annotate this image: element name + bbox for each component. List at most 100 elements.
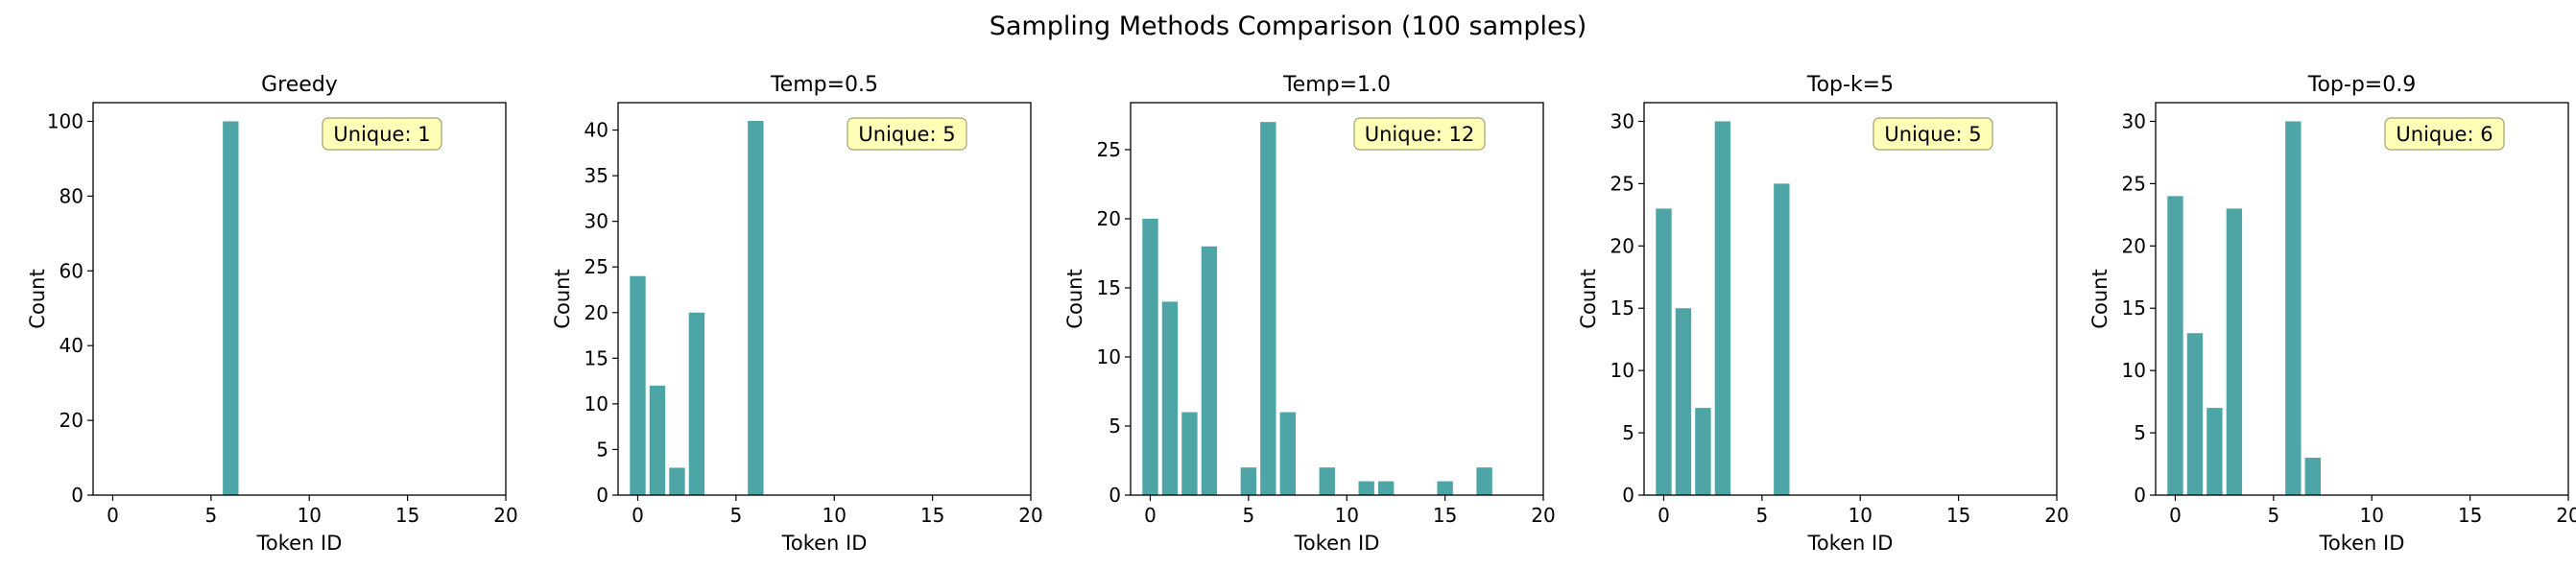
y-tick-label: 0 (1109, 484, 1121, 507)
x-tick-label: 20 (2556, 504, 2576, 527)
y-tick-label: 60 (60, 259, 83, 282)
annotation-text: Unique: 6 (2396, 123, 2493, 146)
y-tick-label: 15 (2122, 296, 2146, 320)
bar-token-1 (2187, 333, 2203, 495)
y-tick-label: 10 (2122, 359, 2146, 382)
y-tick-label: 15 (1097, 276, 1121, 299)
x-tick-label: 15 (395, 504, 419, 527)
y-tick-label: 35 (584, 164, 608, 187)
y-axis-label: Count (1063, 269, 1086, 328)
y-tick-label: 40 (60, 334, 83, 357)
y-tick-label: 20 (1610, 234, 1634, 257)
bar-token-11 (1359, 482, 1374, 495)
y-tick-label: 20 (584, 301, 608, 324)
annotation-text: Unique: 5 (858, 123, 955, 146)
x-tick-label: 5 (1755, 504, 1768, 527)
x-tick-label: 5 (2267, 504, 2279, 527)
y-tick-label: 0 (2134, 484, 2146, 507)
figure-title: Sampling Methods Comparison (100 samples… (990, 12, 1587, 41)
bar-token-2 (1181, 413, 1197, 495)
y-axis-label: Count (551, 269, 574, 328)
bar-token-15 (1437, 482, 1452, 495)
bar-token-5 (1241, 467, 1256, 495)
y-tick-label: 25 (1097, 138, 1121, 161)
bar-token-1 (650, 386, 665, 495)
y-tick-label: 30 (1610, 109, 1634, 132)
y-tick-label: 15 (1610, 296, 1634, 320)
y-tick-label: 0 (71, 484, 83, 507)
x-tick-label: 10 (1849, 504, 1872, 527)
x-tick-label: 10 (2360, 504, 2384, 527)
subplot-title: Top-k=5 (1806, 73, 1894, 97)
bar-token-1 (1162, 301, 1178, 495)
bar-token-2 (2206, 408, 2222, 495)
x-tick-label: 20 (1531, 504, 1555, 527)
x-tick-label: 15 (1946, 504, 1970, 527)
x-axis-label: Token ID (1294, 532, 1380, 555)
bar-token-7 (2305, 458, 2321, 495)
y-tick-label: 40 (584, 119, 608, 142)
x-tick-label: 0 (1658, 504, 1670, 527)
subplot-title: Greedy (261, 73, 338, 97)
y-tick-label: 0 (596, 484, 608, 507)
x-axis-label: Token ID (2319, 532, 2405, 555)
bar-token-6 (1260, 122, 1276, 495)
bar-token-2 (669, 467, 684, 495)
y-tick-label: 20 (60, 409, 83, 432)
y-tick-label: 5 (1109, 415, 1121, 438)
bar-token-12 (1378, 482, 1394, 495)
y-tick-label: 25 (1610, 172, 1634, 195)
y-tick-label: 25 (584, 255, 608, 278)
subplot-title: Temp=1.0 (1282, 73, 1391, 97)
subplot-4: 0 5 10 15 20 0 5 10 15 20 25 30 Top-k=5 Token ID Count… (1577, 73, 2069, 555)
bar-token-6 (223, 121, 238, 495)
x-tick-label: 10 (823, 504, 847, 527)
annotation-text: Unique: 12 (1365, 123, 1475, 146)
y-tick-label: 5 (1622, 421, 1634, 444)
y-axis-label: Count (1577, 269, 1600, 328)
y-tick-label: 100 (47, 109, 83, 132)
x-tick-label: 0 (1144, 504, 1157, 527)
subplot-title: Top-p=0.9 (2307, 73, 2416, 97)
y-tick-label: 10 (1610, 359, 1634, 382)
bar-token-1 (1676, 308, 1691, 495)
subplot-1: 0 5 10 15 20 0 20 40 60 80 100 Greedy Token ID Count U… (26, 73, 518, 555)
y-axis-label: Count (26, 269, 49, 328)
bar-token-0 (2167, 196, 2182, 495)
x-axis-label: Token ID (1807, 532, 1894, 555)
y-tick-label: 30 (2122, 109, 2146, 132)
bar-token-2 (1695, 408, 1710, 495)
subplot-2: 0 5 10 15 200510152025303540Temp=0.5Token ID… (551, 73, 1043, 555)
x-tick-label: 20 (2044, 504, 2068, 527)
y-tick-label: 30 (584, 210, 608, 233)
y-tick-label: 20 (2122, 234, 2146, 257)
x-tick-label: 5 (204, 504, 217, 527)
y-tick-label: 20 (1097, 207, 1121, 230)
y-tick-label: 5 (596, 438, 608, 461)
x-tick-label: 5 (1242, 504, 1254, 527)
x-tick-label: 5 (729, 504, 742, 527)
bar-token-7 (1280, 413, 1296, 495)
x-tick-label: 15 (920, 504, 944, 527)
bar-token-6 (2285, 121, 2301, 495)
x-tick-label: 20 (493, 504, 517, 527)
bar-token-0 (1656, 208, 1671, 495)
bar-token-6 (1774, 183, 1789, 495)
x-tick-label: 15 (1433, 504, 1457, 527)
x-tick-label: 0 (107, 504, 119, 527)
x-axis-label: Token ID (781, 532, 868, 555)
bar-token-9 (1320, 467, 1335, 495)
x-tick-label: 15 (2458, 504, 2482, 527)
bar-token-3 (1202, 247, 1217, 495)
plot-frame (618, 103, 1031, 495)
subplot-5: 0 5 10 15 20 0 5 10 15 20 25 30 Top-p=0.9 Token ID Cou… (2088, 73, 2576, 555)
bar-token-3 (1715, 121, 1730, 495)
y-tick-label: 15 (584, 346, 608, 369)
x-axis-label: Token ID (256, 532, 343, 555)
y-tick-label: 10 (584, 392, 608, 415)
subplot-title: Temp=0.5 (770, 73, 878, 97)
y-tick-label: 0 (1622, 484, 1634, 507)
bar-token-6 (748, 121, 763, 495)
